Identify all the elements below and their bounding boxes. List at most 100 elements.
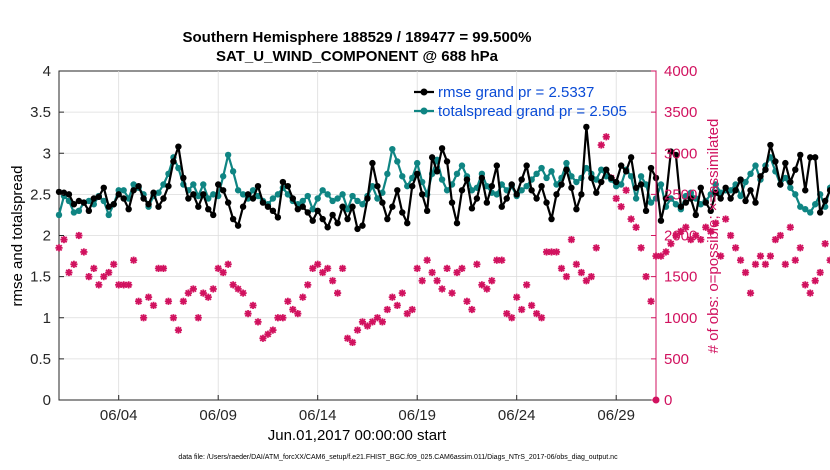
totalspread-point bbox=[229, 168, 237, 175]
obs-point bbox=[567, 236, 576, 244]
obs-point bbox=[284, 297, 292, 305]
obs-point bbox=[612, 194, 620, 203]
obs-point bbox=[60, 236, 68, 244]
obs-point bbox=[513, 293, 521, 301]
totalspread-point bbox=[274, 191, 282, 198]
totalspread-point bbox=[309, 205, 316, 213]
totalspread-point bbox=[438, 176, 446, 183]
rmse-point bbox=[190, 191, 197, 198]
rmse-point bbox=[742, 197, 749, 205]
obs-point bbox=[741, 268, 750, 277]
rmse-point bbox=[642, 207, 650, 215]
rmse-point bbox=[647, 164, 655, 172]
totalspread-point bbox=[533, 170, 540, 178]
y-left-tick-label: 1.5 bbox=[30, 269, 51, 286]
rmse-point bbox=[155, 203, 162, 210]
rmse-point bbox=[75, 197, 83, 205]
totalspread-point bbox=[687, 189, 695, 196]
obs-point bbox=[269, 326, 277, 334]
obs-point bbox=[448, 289, 456, 297]
rmse-point bbox=[543, 199, 550, 206]
x-tick-label: 06/29 bbox=[597, 407, 635, 424]
rmse-point bbox=[613, 178, 620, 186]
chart-title-line1: Southern Hemisphere 188529 / 189477 = 99… bbox=[183, 29, 532, 46]
totalspread-point bbox=[707, 191, 714, 198]
y-axis-left-label: rmse and totalspread bbox=[9, 166, 26, 307]
obs-point bbox=[776, 231, 784, 240]
x-tick-label: 06/14 bbox=[299, 407, 337, 424]
obs-point bbox=[135, 297, 143, 305]
rmse-point bbox=[583, 123, 590, 131]
rmse-point bbox=[443, 158, 451, 165]
obs-point bbox=[274, 314, 282, 322]
rmse-point bbox=[135, 182, 142, 190]
obs-point bbox=[533, 310, 541, 318]
rmse-point bbox=[100, 184, 107, 191]
obs-point bbox=[717, 252, 725, 260]
obs-point bbox=[617, 203, 625, 211]
obs-point bbox=[239, 289, 247, 297]
obs-point bbox=[338, 264, 347, 272]
totalspread-point bbox=[269, 195, 277, 202]
rmse-point bbox=[498, 203, 505, 210]
totalspread-point bbox=[384, 170, 391, 178]
obs-point bbox=[388, 293, 396, 301]
rmse-point bbox=[170, 158, 177, 165]
obs-point bbox=[756, 252, 765, 260]
rmse-point bbox=[687, 195, 695, 202]
y-left-tick-label: 0.5 bbox=[30, 351, 51, 368]
totalspread-point bbox=[85, 197, 93, 205]
obs-point bbox=[110, 260, 118, 268]
legend: rmse grand pr = 2.5337 totalspread grand… bbox=[414, 84, 627, 120]
rmse-point bbox=[219, 187, 227, 194]
obs-point bbox=[587, 273, 595, 281]
obs-point bbox=[289, 305, 297, 314]
obs-point bbox=[214, 264, 222, 272]
rmse-point bbox=[821, 197, 829, 205]
rmse-point bbox=[334, 219, 341, 227]
rmse-point bbox=[180, 174, 187, 182]
obs-point bbox=[199, 289, 207, 297]
obs-point bbox=[498, 256, 506, 264]
totalspread-point bbox=[493, 191, 500, 198]
rmse-point bbox=[394, 187, 401, 194]
y-right-tick-label: 500 bbox=[664, 351, 689, 368]
obs-point bbox=[712, 219, 720, 227]
obs-point bbox=[722, 215, 730, 223]
obs-point bbox=[85, 273, 93, 281]
obs-point bbox=[149, 301, 158, 310]
rmse-point bbox=[533, 195, 540, 202]
totalspread-point bbox=[234, 187, 242, 194]
obs-point bbox=[801, 281, 809, 289]
totalspread-point bbox=[458, 162, 466, 169]
obs-point bbox=[219, 268, 227, 277]
obs-point bbox=[299, 293, 307, 301]
obs-point bbox=[358, 318, 367, 326]
rmse-point bbox=[364, 195, 371, 202]
rmse-point bbox=[80, 199, 88, 206]
obs-point bbox=[65, 268, 73, 277]
obs-point bbox=[508, 314, 516, 322]
obs-point bbox=[766, 252, 775, 260]
rmse-point bbox=[399, 209, 406, 216]
rmse-point bbox=[418, 191, 426, 198]
rmse-point bbox=[697, 184, 704, 191]
obs-point bbox=[786, 223, 794, 231]
rmse-point bbox=[563, 166, 570, 173]
rmse-point bbox=[732, 187, 739, 194]
obs-point bbox=[677, 227, 685, 235]
rmse-point bbox=[215, 181, 222, 188]
obs-point bbox=[562, 273, 571, 281]
rmse-point bbox=[707, 207, 714, 215]
obs-point bbox=[552, 248, 561, 256]
data-file-footnote: data file: /Users/raeder/DAI/ATM_forcXX/… bbox=[178, 454, 618, 461]
rmse-point bbox=[379, 199, 386, 206]
y-right-tick-label: 3500 bbox=[664, 104, 697, 121]
rmse-point bbox=[483, 199, 491, 206]
rmse-point bbox=[473, 195, 481, 202]
rmse-point bbox=[85, 207, 93, 215]
rmse-point bbox=[210, 211, 217, 219]
obs-point bbox=[244, 310, 252, 318]
totalspread-point bbox=[200, 181, 207, 188]
obs-point bbox=[125, 281, 133, 289]
